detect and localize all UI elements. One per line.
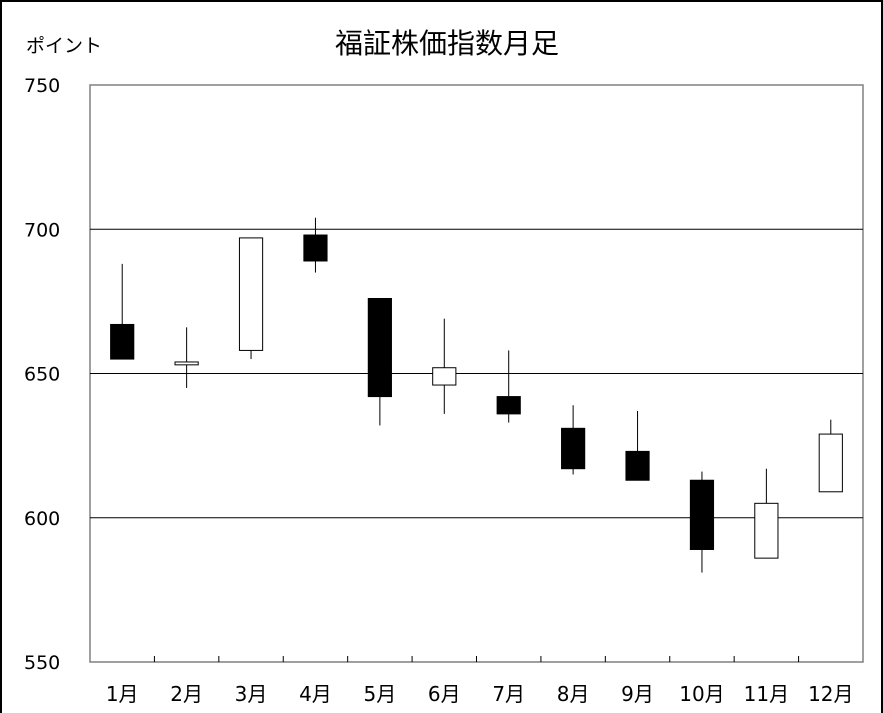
y-tick-label: 700 bbox=[24, 219, 60, 241]
x-tick-label: 1月 bbox=[106, 682, 139, 706]
x-tick-marks bbox=[153, 656, 800, 662]
x-tick-label: 5月 bbox=[364, 682, 397, 706]
y-tick-label: 600 bbox=[24, 508, 60, 530]
candle-body bbox=[754, 502, 779, 559]
grid-lines bbox=[90, 228, 863, 519]
x-tick-label: 3月 bbox=[235, 682, 268, 706]
x-tick-label: 11月 bbox=[744, 682, 789, 706]
candle-body bbox=[496, 396, 521, 415]
candle-body bbox=[432, 367, 457, 386]
candle-body bbox=[303, 234, 328, 262]
candle-body bbox=[174, 361, 199, 366]
x-tick-label: 6月 bbox=[428, 682, 461, 706]
x-tick-label: 8月 bbox=[557, 682, 590, 706]
candle-body bbox=[367, 297, 392, 398]
y-axis-label: ポイント bbox=[26, 35, 102, 57]
candle-bodies bbox=[110, 234, 843, 559]
x-tick-label: 9月 bbox=[621, 682, 654, 706]
candle-body bbox=[110, 323, 135, 360]
y-tick-label: 550 bbox=[24, 652, 60, 674]
y-tick-label: 750 bbox=[24, 75, 60, 97]
x-tick-labels: 1月 2月 3月 4月 5月 6月 7月 8月 9月 10月 11月 12月 bbox=[106, 682, 854, 706]
candle-body bbox=[689, 479, 715, 550]
x-tick-label: 12月 bbox=[808, 682, 853, 706]
candle-body bbox=[818, 433, 843, 493]
candle-body bbox=[561, 427, 586, 470]
x-tick-label: 2月 bbox=[170, 682, 203, 706]
candle-body bbox=[238, 237, 264, 351]
chart-title: 福証株価指数月足 bbox=[335, 27, 559, 60]
x-tick-label: 7月 bbox=[492, 682, 525, 706]
x-tick-label: 4月 bbox=[299, 682, 332, 706]
y-tick-label: 650 bbox=[24, 364, 60, 386]
y-tick-labels: 550 600 650 700 750 bbox=[24, 75, 60, 674]
x-tick-label: 10月 bbox=[679, 682, 724, 706]
candle-body bbox=[625, 450, 650, 481]
